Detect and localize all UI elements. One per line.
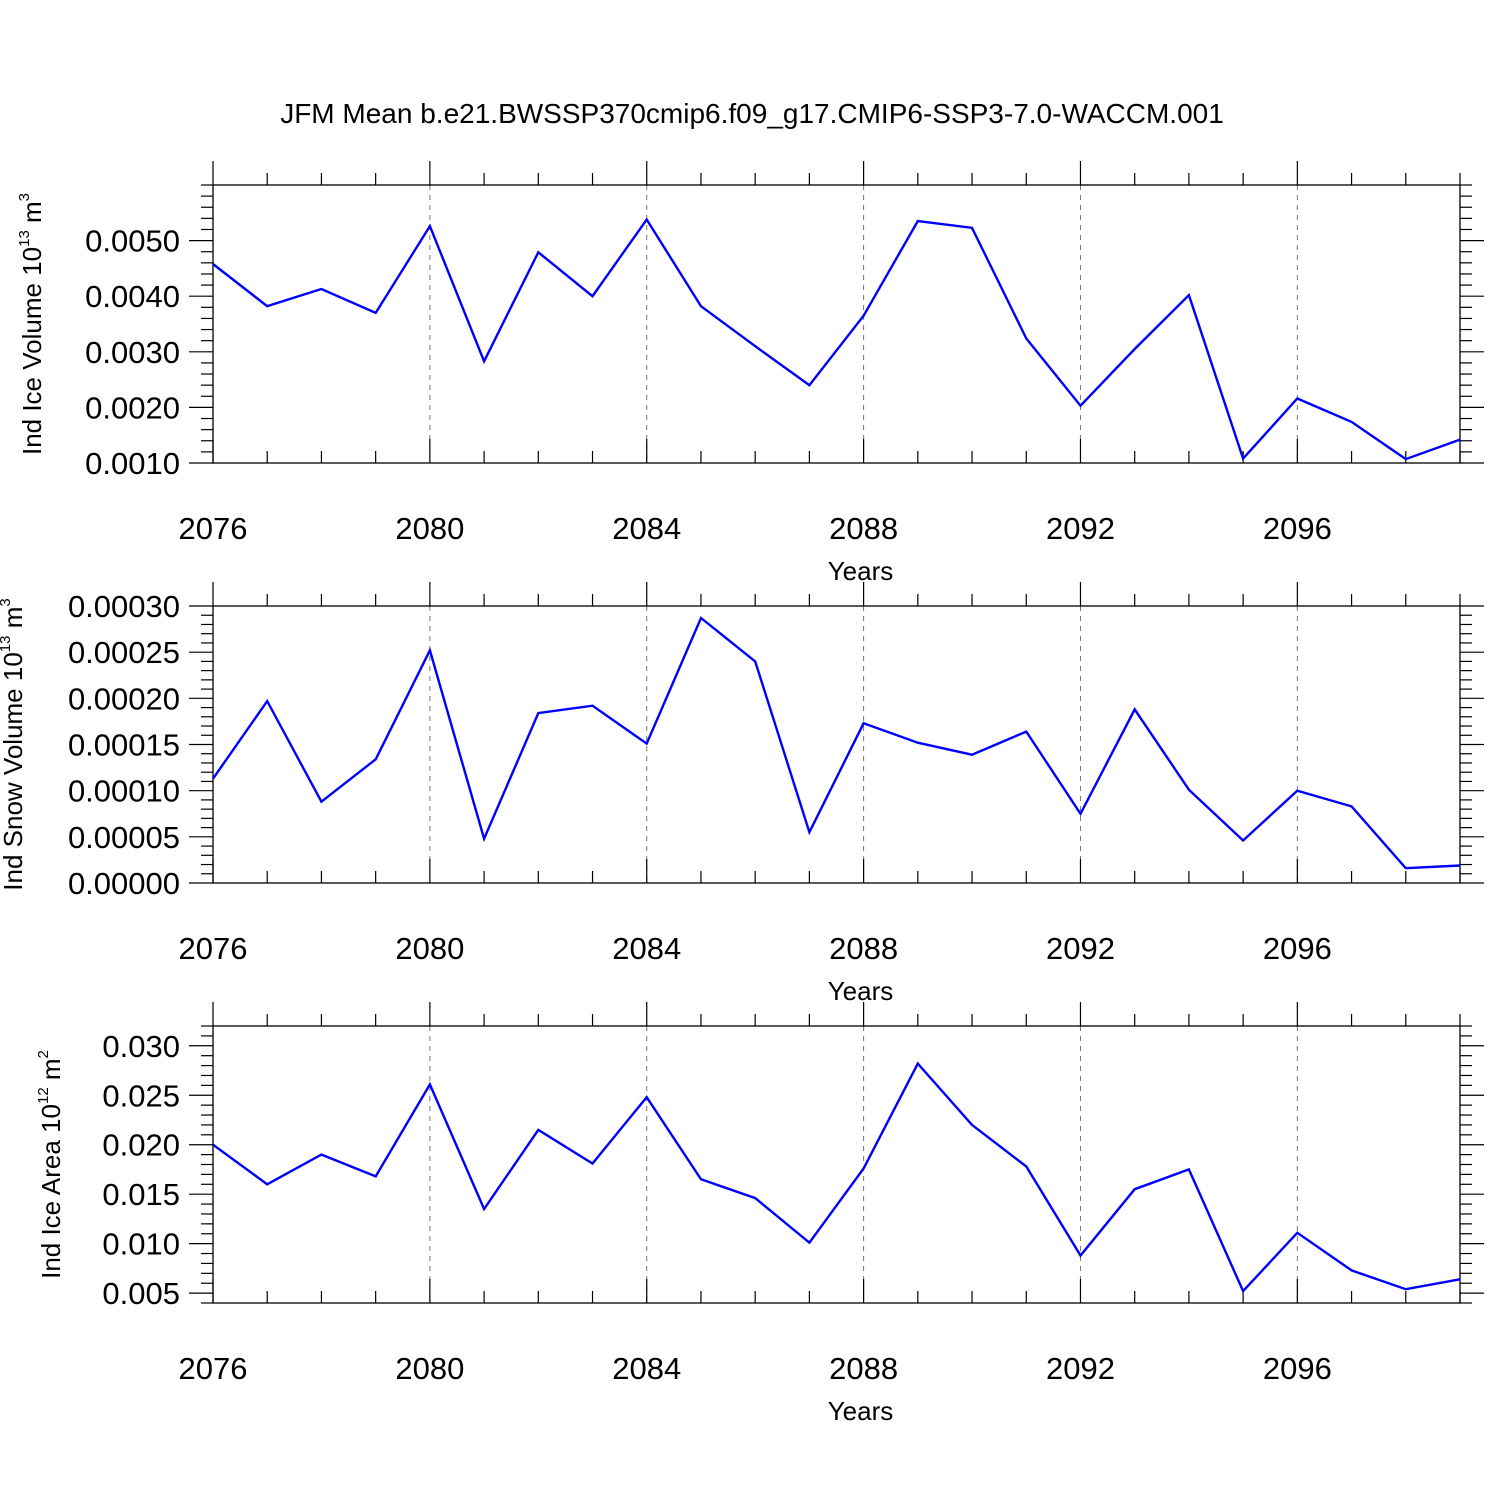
y-label-unit-exponent: 3 (16, 193, 33, 201)
y-label-unit: m (17, 201, 47, 230)
chart-panel-2: 0.00000 0.00005 0.00010 0.00015 0.00020 0.000… (0, 582, 1484, 1006)
y-tick-label: 0.00000 (68, 866, 180, 901)
y-tick-label: 0.00015 (68, 728, 180, 763)
x-tick-label: 2092 (1046, 511, 1115, 546)
y-tick-label: 0.00020 (68, 681, 180, 716)
x-tick-label: 2088 (829, 931, 898, 966)
x-tick-label: 2096 (1263, 1351, 1332, 1386)
x-tick-label: 2080 (395, 931, 464, 966)
y-tick-label: 0.015 (102, 1177, 180, 1212)
y-tick-label: 0.00025 (68, 635, 180, 670)
y-label-exponent: 13 (0, 636, 14, 653)
chart-panel-1: 0.0010 0.0020 0.0030 0.0040 0.0050 2076 2080 20… (16, 161, 1484, 586)
y-tick-label: 0.00010 (68, 774, 180, 809)
x-tick-label: 2092 (1046, 1351, 1115, 1386)
y-tick-label: 0.0020 (85, 390, 180, 425)
y-label-unit: m (0, 607, 28, 636)
y-tick-label: 0.00030 (68, 589, 180, 624)
y-label-unit-exponent: 3 (0, 598, 14, 606)
x-tick-label: 2080 (395, 1351, 464, 1386)
y-label-main: Ind Ice Volume 10 (17, 247, 47, 455)
plot-frame (212, 605, 1461, 884)
x-axis-label: Years (828, 1396, 894, 1426)
data-series-line (212, 1061, 1461, 1294)
x-axis-label: Years (828, 976, 894, 1006)
x-tick-label: 2084 (612, 511, 681, 546)
figure-title: JFM Mean b.e21.BWSSP370cmip6.f09_g17.CMI… (280, 98, 1224, 129)
x-axis-label: Years (828, 556, 894, 586)
y-label-unit-exponent: 2 (35, 1050, 52, 1058)
y-tick-label: 0.005 (102, 1276, 180, 1311)
y-axis-label: Ind Ice Volume 1013 m3 (16, 193, 47, 455)
x-tick-label: 2088 (829, 1351, 898, 1386)
y-axis-label: Ind Snow Volume 1013 m3 (0, 598, 28, 890)
plot-frame (212, 184, 1461, 464)
y-label-main: Ind Snow Volume 10 (0, 652, 28, 891)
chart-panel-3: 0.005 0.010 0.015 0.020 0.025 0.030 2076 2080 20… (35, 1002, 1484, 1426)
x-tick-label: 2092 (1046, 931, 1115, 966)
y-label-exponent: 12 (35, 1087, 52, 1104)
x-tick-label: 2088 (829, 511, 898, 546)
x-tick-label: 2096 (1263, 511, 1332, 546)
y-tick-label: 0.030 (102, 1029, 180, 1064)
data-series-line (212, 616, 1461, 870)
y-tick-label: 0.0050 (85, 224, 180, 259)
y-tick-label: 0.010 (102, 1227, 180, 1262)
x-tick-label: 2084 (612, 931, 681, 966)
y-label-unit: m (36, 1058, 66, 1087)
y-tick-label: 0.0030 (85, 335, 180, 370)
x-tick-label: 2076 (179, 1351, 248, 1386)
y-tick-label: 0.00005 (68, 820, 180, 855)
y-axis-label: Ind Ice Area 1012 m2 (35, 1050, 66, 1279)
x-tick-label: 2076 (179, 931, 248, 966)
x-tick-label: 2076 (179, 511, 248, 546)
y-tick-label: 0.020 (102, 1128, 180, 1163)
y-label-main: Ind Ice Area 10 (36, 1104, 66, 1279)
y-tick-label: 0.0010 (85, 446, 180, 481)
x-tick-label: 2096 (1263, 931, 1332, 966)
y-tick-label: 0.0040 (85, 279, 180, 314)
y-label-exponent: 13 (16, 230, 33, 247)
x-tick-label: 2080 (395, 511, 464, 546)
plot-frame (212, 1025, 1461, 1304)
y-tick-label: 0.025 (102, 1078, 180, 1113)
data-series-line (212, 217, 1461, 461)
x-tick-label: 2084 (612, 1351, 681, 1386)
